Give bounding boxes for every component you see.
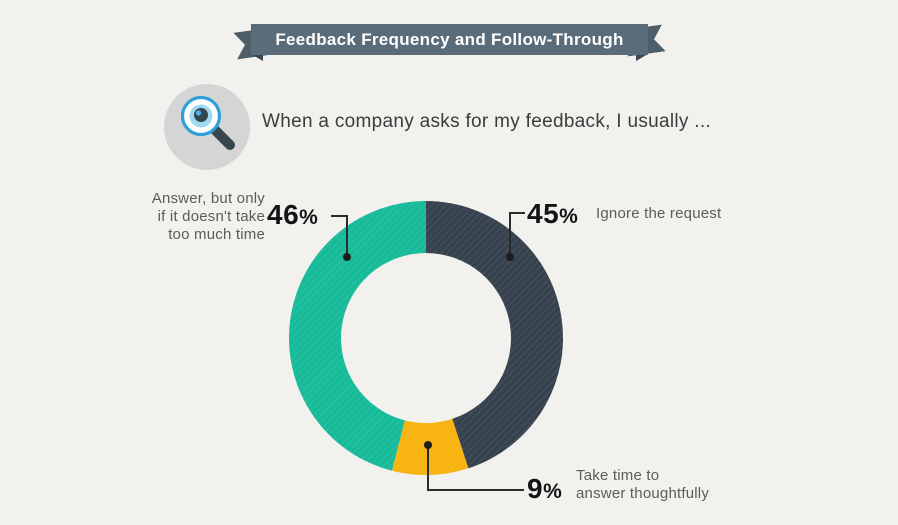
question-text: When a company asks for my feedback, I u… [262,111,712,132]
ribbon-fold-right [636,54,648,61]
callout-dot-9 [424,441,432,449]
callout-label-thoughtful: Take time to answer thoughtfully [576,467,710,502]
callout-line-46 [331,215,348,254]
callout-line-45 [509,212,525,254]
callout-value-46-percent-sign: % [299,206,319,229]
callout-label-ignore: Ignore the request [596,205,722,222]
callout-value-45-percent-sign: % [559,205,579,228]
callout-value-45: 45% [527,198,578,230]
callout-dot-46 [343,253,351,261]
ribbon-banner: Feedback Frequency and Follow-Through [251,24,648,55]
ribbon-fold-left [251,54,263,61]
donut-slices [289,201,563,475]
page-title: Feedback Frequency and Follow-Through [275,29,624,49]
callout-dot-45 [506,253,514,261]
callout-value-46: 46% [267,199,318,231]
donut-slice-3-hatch [289,201,426,471]
callout-dots [343,253,514,449]
callout-value-46-number: 46 [267,199,300,230]
callout-value-45-number: 45 [527,198,560,229]
callout-value-9-percent-sign: % [543,480,563,503]
callout-value-9: 9% [527,473,562,505]
donut-slice-1-hatch [426,201,563,469]
callout-line-9 [427,448,524,491]
callout-lines [331,212,525,491]
callout-label-answer-quick: Answer, but only if it doesn't take too … [151,190,265,243]
callout-value-9-number: 9 [527,473,544,504]
magnifier-eye-icon [164,84,250,170]
